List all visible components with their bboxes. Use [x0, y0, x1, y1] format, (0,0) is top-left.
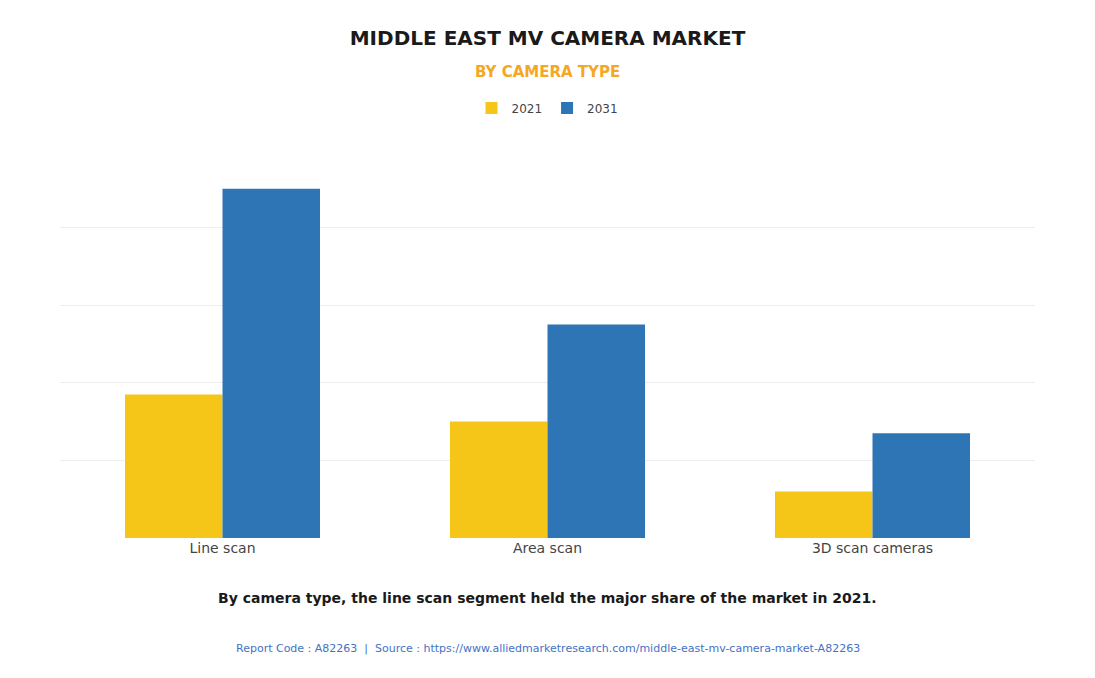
svg-text:Area scan: Area scan — [513, 540, 582, 556]
svg-text:By camera type, the line scan: By camera type, the line scan segment he… — [218, 590, 877, 606]
svg-text:BY CAMERA TYPE: BY CAMERA TYPE — [475, 63, 620, 81]
svg-text:2031: 2031 — [587, 102, 618, 116]
svg-text:3D scan cameras: 3D scan cameras — [812, 540, 933, 556]
svg-text:Report Code : A82263 | Sourc: Report Code : A82263 | Source : https://… — [236, 642, 860, 655]
svg-text:MIDDLE EAST MV CAMERA MARKET: MIDDLE EAST MV CAMERA MARKET — [350, 26, 746, 50]
svg-text:Line scan: Line scan — [189, 540, 255, 556]
svg-text:2021: 2021 — [512, 102, 543, 116]
